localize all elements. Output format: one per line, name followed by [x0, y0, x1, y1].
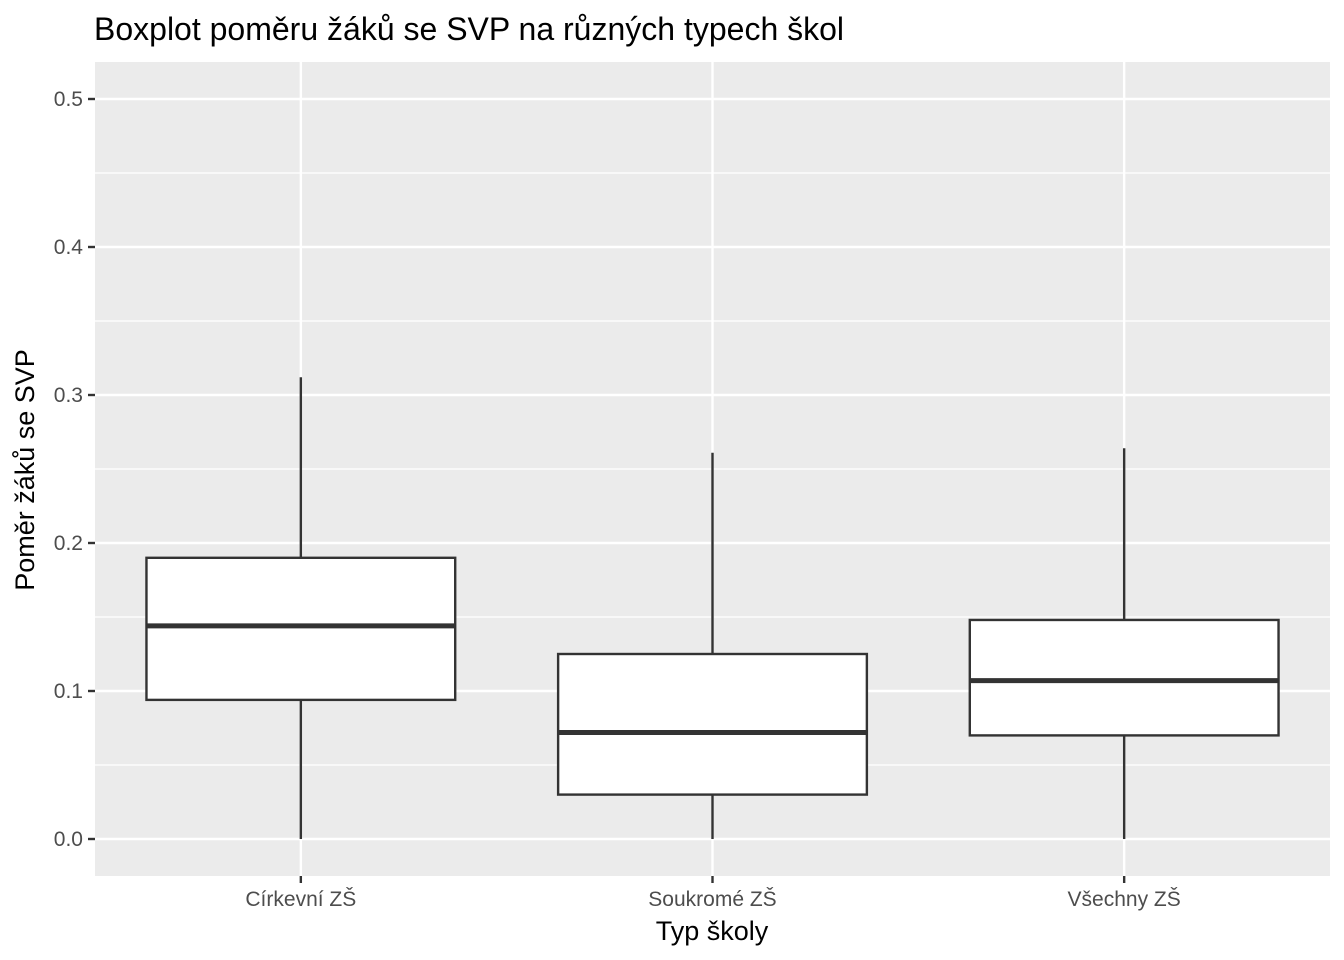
- y-tick-label: 0.2: [54, 532, 83, 555]
- x-axis: Církevní ZŠ Soukromé ZŠ Všechny ZŠ: [245, 876, 1181, 911]
- box-iqr: [145, 556, 457, 702]
- y-axis-title: Poměr žáků se SVP: [10, 349, 40, 591]
- x-axis-title: Typ školy: [656, 916, 769, 946]
- y-tick-label: 0.4: [54, 236, 84, 259]
- box-2: [556, 452, 869, 839]
- x-tick-label: Soukromé ZŠ: [648, 888, 776, 911]
- box-3: [968, 448, 1280, 839]
- box-1: [145, 377, 457, 839]
- y-axis: 0.0 0.1 0.2 0.3 0.4 0.5: [54, 88, 95, 851]
- chart-title: Boxplot poměru žáků se SVP na různých ty…: [94, 11, 844, 47]
- y-tick-label: 0.5: [54, 88, 83, 111]
- x-tick-label: Všechny ZŠ: [1068, 888, 1181, 911]
- y-tick-label: 0.1: [54, 680, 83, 703]
- box-iqr: [968, 618, 1280, 737]
- y-tick-label: 0.3: [54, 384, 83, 407]
- box-series: [145, 377, 1280, 839]
- x-tick-label: Církevní ZŠ: [245, 888, 356, 911]
- y-tick-label: 0.0: [54, 828, 83, 851]
- box-iqr: [556, 652, 869, 796]
